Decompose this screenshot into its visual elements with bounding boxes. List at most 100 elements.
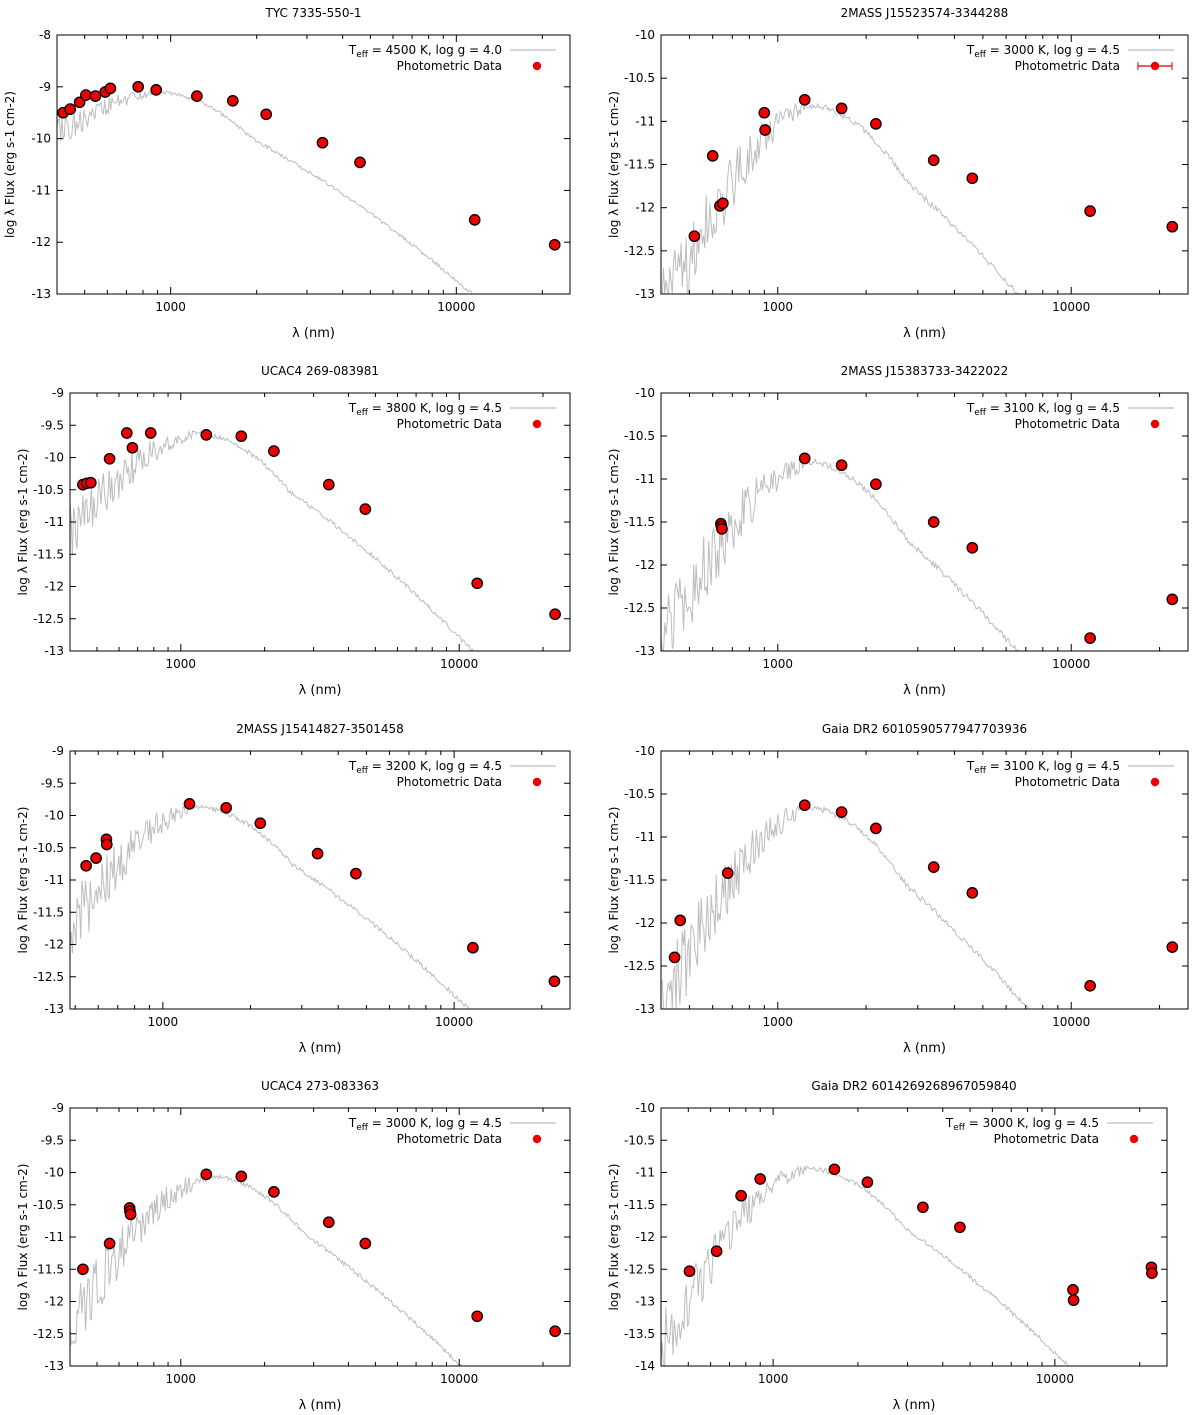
- data-point: [268, 445, 280, 457]
- data-point: [467, 941, 479, 954]
- legend-teff-subscript: eff: [953, 1123, 966, 1133]
- chart-panel-3: -9 -9.5 -10 -10.5 -11 -11.5 -12 -12.5 -13 1000 100…: [16, 364, 571, 698]
- data-point: [835, 102, 848, 115]
- data-point: [870, 822, 882, 835]
- x-tick-label: 10000: [1052, 300, 1090, 314]
- y-tick-label: -12: [44, 938, 64, 952]
- data-point: [1067, 1284, 1079, 1296]
- legend-data-label: Photometric Data: [994, 1132, 1099, 1146]
- data-point: [927, 154, 940, 167]
- legend-teff-subscript: eff: [974, 408, 987, 418]
- data-point: [706, 150, 719, 162]
- y-tick-label: -10.5: [624, 71, 655, 85]
- y-tick-label: -10.5: [624, 787, 655, 801]
- y-tick-label: -13: [635, 1295, 655, 1309]
- legend-model-text: = 3100 K, log g = 4.5: [986, 401, 1120, 415]
- data-point: [126, 441, 139, 454]
- data-point: [103, 1237, 116, 1250]
- y-tick-label: -11: [635, 472, 655, 486]
- legend-data-label: Photometric Data: [1015, 775, 1120, 789]
- data-point: [1166, 220, 1179, 233]
- data-point: [966, 887, 979, 899]
- legend-model-text: = 3000 K, log g = 4.5: [965, 1116, 1099, 1130]
- y-tick-label: -12: [635, 1230, 655, 1244]
- data-point: [716, 523, 728, 535]
- data-point: [1084, 979, 1096, 992]
- y-tick-label: -12.5: [33, 612, 64, 626]
- y-tick-label: -11.5: [33, 905, 64, 919]
- chart-panel-5: -9 -9.5 -10 -10.5 -11 -11.5 -12 -12.5 -13 1000 100…: [16, 722, 571, 1056]
- data-point: [1146, 1267, 1158, 1279]
- x-axis-label: λ (nm): [299, 683, 342, 698]
- legend-teff-symbol: T: [348, 43, 357, 57]
- data-point: [549, 608, 561, 621]
- data-point: [861, 1176, 874, 1189]
- y-tick-label: -9: [39, 80, 51, 94]
- data-point: [1166, 941, 1179, 953]
- data-point: [354, 156, 366, 169]
- y-tick-label: -8: [39, 28, 51, 42]
- data-point: [870, 478, 882, 491]
- y-tick-label: -12.5: [624, 959, 655, 973]
- x-axis-label: λ (nm): [299, 1041, 342, 1056]
- data-point: [73, 96, 86, 109]
- chart-title: 2MASS J15383733-3422022: [841, 364, 1009, 378]
- x-tick-label: 1000: [763, 1015, 794, 1029]
- legend-model-label: Teff = 3000 K, log g = 4.5: [945, 1116, 1099, 1133]
- legend-data-label: Photometric Data: [397, 417, 502, 431]
- x-tick-label: 10000: [440, 657, 478, 671]
- y-tick-label: -10.5: [33, 1198, 64, 1212]
- data-point: [468, 214, 481, 226]
- data-point: [717, 197, 729, 210]
- data-point: [322, 478, 335, 491]
- y-tick-label: -12: [635, 201, 655, 215]
- data-point: [104, 82, 117, 95]
- y-tick-label: -13: [635, 287, 655, 301]
- y-tick-label: -10.5: [33, 841, 64, 855]
- y-tick-label: -9.5: [41, 1133, 64, 1147]
- data-point: [200, 1168, 213, 1181]
- legend-data-marker: [1150, 419, 1160, 429]
- x-axis-label: λ (nm): [903, 683, 946, 698]
- y-tick-label: -13: [635, 1002, 655, 1016]
- data-point: [870, 118, 882, 130]
- y-tick-label: -10.5: [33, 483, 64, 497]
- y-tick-label: -11.5: [624, 873, 655, 887]
- data-point: [359, 503, 372, 515]
- legend-teff-subscript: eff: [974, 766, 987, 776]
- data-point: [183, 798, 196, 810]
- legend-data-label: Photometric Data: [1015, 417, 1120, 431]
- y-axis-label: log λ Flux (erg s-1 cm-2): [16, 807, 30, 954]
- y-tick-label: -9: [52, 1101, 64, 1115]
- y-axis-label: log λ Flux (erg s-1 cm-2): [3, 91, 17, 238]
- y-axis-label: log λ Flux (erg s-1 cm-2): [16, 1164, 30, 1311]
- data-point: [954, 1221, 966, 1234]
- y-tick-label: -13: [635, 644, 655, 658]
- y-tick-label: -14: [635, 1359, 655, 1373]
- legend-model-label: Teff = 3000 K, log g = 4.5: [966, 43, 1120, 60]
- data-point: [966, 172, 979, 185]
- data-point: [84, 476, 97, 489]
- data-point: [311, 847, 324, 860]
- y-tick-label: -12: [44, 1295, 64, 1309]
- x-axis-label: λ (nm): [292, 326, 335, 341]
- x-tick-label: 1000: [166, 657, 197, 671]
- plot-frame: [660, 750, 1189, 1010]
- chart-title: Gaia DR2 6010590577947703936: [822, 722, 1027, 736]
- data-point: [828, 1163, 841, 1176]
- data-point: [668, 951, 681, 964]
- legend-teff-subscript: eff: [356, 766, 369, 776]
- chart-panel-1: -8 -9 -10 -11 -12 -13 1000 10000 TYC 7335-550-1 λ…: [3, 6, 571, 341]
- x-tick-label: 1000: [763, 300, 794, 314]
- y-tick-label: -11.5: [624, 158, 655, 172]
- legend-model-label: Teff = 3000 K, log g = 4.5: [348, 1116, 502, 1133]
- plot-frame: [56, 34, 571, 295]
- model-spectrum-line: [70, 803, 570, 1009]
- data-point: [798, 799, 811, 812]
- data-point: [77, 1263, 89, 1276]
- y-tick-label: -9: [52, 744, 64, 758]
- y-tick-label: -13: [31, 287, 51, 301]
- data-point: [754, 1173, 767, 1185]
- x-tick-label: 10000: [435, 1015, 473, 1029]
